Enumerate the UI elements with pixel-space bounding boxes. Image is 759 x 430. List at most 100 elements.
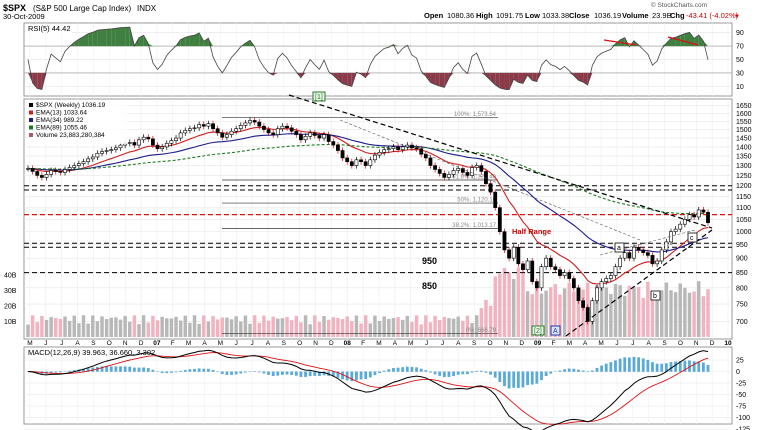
price-candle xyxy=(26,168,30,170)
price-candle xyxy=(225,134,229,138)
x-tick-label: S xyxy=(472,340,477,347)
price-candle xyxy=(257,121,262,127)
macd-histogram-bar xyxy=(632,356,636,372)
price-candle xyxy=(303,136,308,141)
volume-bar xyxy=(308,324,312,337)
rsi-oversold-fill xyxy=(333,72,338,80)
volume-bar xyxy=(262,315,266,337)
x-tick-label: A xyxy=(647,340,652,347)
x-tick-label: N xyxy=(504,340,509,347)
rsi-overbought-fill xyxy=(407,45,412,47)
macd-histogram-bar xyxy=(244,371,247,373)
price-candle xyxy=(608,275,613,279)
ema89-line xyxy=(27,143,709,215)
price-candle xyxy=(576,287,581,302)
price-candle xyxy=(248,120,252,124)
x-tick-label: M xyxy=(408,340,413,347)
price-candle xyxy=(35,171,40,176)
macd-histogram-bar xyxy=(322,371,326,376)
volume-bar xyxy=(40,315,44,337)
volume-bar xyxy=(197,323,201,337)
volume-bar xyxy=(206,321,211,337)
volume-bar xyxy=(525,291,530,337)
volume-bar xyxy=(211,316,215,337)
rsi-oversold-fill xyxy=(435,72,440,87)
volume-bar xyxy=(368,323,373,337)
rsi-oversold-fill xyxy=(462,72,468,74)
volume-bar xyxy=(424,315,428,337)
rsi-oversold-fill xyxy=(499,72,505,90)
wave-c-label: c xyxy=(690,235,694,242)
volume-tick-label: 20B xyxy=(4,303,17,310)
rsi-overbought-fill xyxy=(670,37,676,47)
x-tick-label: F xyxy=(361,340,365,347)
macd-histogram-bar xyxy=(526,371,529,386)
fib-level-label: 38.2%: 1,013.17 xyxy=(452,223,496,229)
volume-bar xyxy=(414,315,419,337)
price-candle xyxy=(289,127,294,132)
volume-bar xyxy=(132,315,137,337)
rsi-divergence-line xyxy=(667,36,699,46)
macd-histogram-bar xyxy=(58,371,62,373)
price-candle xyxy=(132,142,137,146)
x-tick-label: N xyxy=(123,340,128,347)
volume-bar xyxy=(192,315,197,337)
channel-line xyxy=(339,119,641,241)
rsi-overbought-fill xyxy=(115,27,121,47)
x-tick-label: 08 xyxy=(344,340,352,347)
volume-bar xyxy=(484,299,488,337)
price-candle xyxy=(53,170,58,172)
macd-histogram-bar xyxy=(410,366,414,372)
volume-bar xyxy=(313,315,317,337)
price-candle xyxy=(706,211,710,224)
macd-histogram-bar xyxy=(674,361,678,372)
rsi-overbought-fill xyxy=(106,28,112,47)
price-candle xyxy=(423,153,428,159)
macd-histogram-bar xyxy=(516,371,520,388)
macd-histogram-bar xyxy=(387,369,391,372)
macd-histogram-bar xyxy=(637,357,641,372)
volume-bar xyxy=(539,293,544,337)
macd-histogram-bar xyxy=(540,371,543,381)
rsi-label: RSI(5) 44.42 xyxy=(28,24,71,33)
price-candle xyxy=(39,175,44,178)
rsi-overbought-fill xyxy=(684,32,690,47)
macd-histogram-bar xyxy=(664,363,668,372)
x-tick-label: 07 xyxy=(153,340,161,347)
legend-bg xyxy=(27,100,127,144)
macd-histogram-bar xyxy=(119,366,122,372)
macd-histogram-bar xyxy=(530,371,534,385)
macd-histogram-bar xyxy=(364,371,368,379)
volume-bar xyxy=(285,316,289,337)
price-tick-label: 1400 xyxy=(736,144,752,151)
volume-bar xyxy=(151,315,155,337)
macd-histogram-bar xyxy=(683,360,687,372)
rsi-oversold-fill xyxy=(467,72,473,74)
price-candle xyxy=(294,130,299,135)
volume-bar xyxy=(128,321,132,337)
macd-histogram-bar xyxy=(419,368,423,372)
volume-bar xyxy=(599,287,604,337)
volume-bar xyxy=(77,323,81,337)
rsi-oversold-fill xyxy=(536,72,542,82)
volume-bar xyxy=(678,283,682,337)
macd-histogram-bar xyxy=(623,357,627,372)
price-candle xyxy=(442,173,447,178)
exchange: INDX xyxy=(137,4,157,13)
price-candle xyxy=(127,142,132,144)
volume-bar xyxy=(67,320,72,337)
macd-histogram-bar xyxy=(466,371,469,375)
volume-bar xyxy=(706,289,710,337)
macd-histogram-bar xyxy=(618,358,622,372)
volume-bar xyxy=(114,317,118,337)
rsi-tick-label: 50 xyxy=(736,57,744,64)
price-candle xyxy=(354,159,359,166)
price-candle xyxy=(109,149,114,151)
rsi-oversold-fill xyxy=(439,72,445,88)
macd-histogram-bar xyxy=(253,371,257,372)
price-candle xyxy=(544,257,548,268)
volume-bar xyxy=(650,290,655,337)
volume-bar xyxy=(239,321,243,337)
price-candle xyxy=(63,169,67,173)
